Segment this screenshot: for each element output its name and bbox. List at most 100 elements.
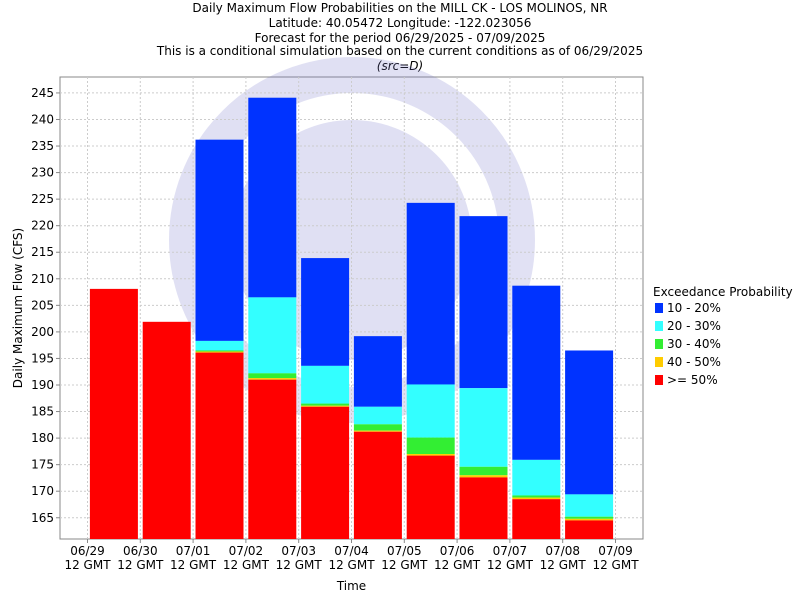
bar-segment [406,454,455,456]
bar-segment [353,406,402,425]
bar-segment [353,430,402,432]
bars [89,97,614,539]
x-tick-date: 06/30 [123,544,158,558]
y-axis: 165 170 175 180 185 190 195 200 205 210 215 220 225 2… [31,86,60,525]
legend-title: Exceedance Probability [653,285,793,299]
bar-segment [248,378,297,380]
y-tick-label: 185 [31,405,54,419]
bar-segment [89,288,138,539]
bar-segment [353,336,402,407]
x-tick-date: 07/06 [440,544,475,558]
y-tick-label: 230 [31,166,54,180]
y-tick-label: 190 [31,378,54,392]
bar-segment [353,424,402,431]
bar-segment [301,403,350,406]
x-tick-date: 07/08 [545,544,580,558]
x-tick-time: 12 GMT [170,558,217,572]
legend-swatch [655,339,663,349]
y-tick-label: 175 [31,458,54,472]
bar-segment [459,388,508,467]
title-line-4: This is a conditional simulation based o… [156,44,643,58]
bar-segment [301,405,350,407]
bar-segment [459,475,508,478]
bar-segment [459,216,508,389]
legend-item-label: 40 - 50% [667,355,721,369]
bar-segment [406,455,455,539]
bar-segment [301,365,350,404]
bar-segment [512,495,561,498]
title-line-1: Daily Maximum Flow Probabilities on the … [192,1,607,15]
legend-item-label: 20 - 30% [667,319,721,333]
x-tick-time: 12 GMT [64,558,111,572]
x-tick-time: 12 GMT [117,558,164,572]
x-tick-date: 07/09 [598,544,633,558]
bar-segment [565,518,614,521]
bar-segment [142,321,191,539]
legend-swatch [655,321,663,331]
x-tick-time: 12 GMT [540,558,587,572]
bar-segment [459,477,508,539]
bar-segment [565,520,614,539]
x-tick-date: 07/02 [229,544,264,558]
bar-segment [512,499,561,539]
bar-segment [301,258,350,366]
y-tick-label: 180 [31,431,54,445]
y-tick-label: 170 [31,484,54,498]
y-tick-label: 220 [31,219,54,233]
legend-item-label: 10 - 20% [667,301,721,315]
bar-segment [512,459,561,496]
bar-segment [195,350,244,352]
bar-segment [406,202,455,385]
y-tick-label: 215 [31,245,54,259]
legend-swatch [655,375,663,385]
bar-segment [406,437,455,455]
bar-segment [248,297,297,374]
x-tick-time: 12 GMT [434,558,481,572]
bar-segment [301,406,350,539]
bar-segment [459,466,508,476]
title-line-3: Forecast for the period 06/29/2025 - 07/… [255,31,546,45]
y-tick-label: 240 [31,112,54,126]
x-tick-time: 12 GMT [487,558,534,572]
bar-segment [195,340,244,351]
x-tick-date: 07/07 [493,544,528,558]
x-tick-date: 06/29 [70,544,105,558]
y-tick-label: 200 [31,325,54,339]
x-tick-time: 12 GMT [223,558,270,572]
legend-swatch [655,303,663,313]
legend: Exceedance Probability 10 - 20% 20 - 30% 3… [653,285,793,387]
legend-swatch [655,357,663,367]
y-tick-label: 210 [31,272,54,286]
legend-item-label: 30 - 40% [667,337,721,351]
bar-segment [248,373,297,379]
bar-segment [248,379,297,539]
bar-segment [195,351,244,353]
bar-segment [406,384,455,438]
x-tick-date: 07/04 [334,544,369,558]
y-tick-label: 205 [31,298,54,312]
x-axis-label: Time [336,579,366,593]
bar-segment [565,516,614,519]
bar-segment [248,97,297,298]
y-tick-label: 165 [31,511,54,525]
y-tick-label: 235 [31,139,54,153]
x-tick-date: 07/03 [281,544,316,558]
bar-segment [565,350,614,495]
x-tick-date: 07/01 [176,544,211,558]
bar-segment [512,285,561,460]
y-tick-label: 225 [31,192,54,206]
y-tick-label: 195 [31,351,54,365]
bar-segment [353,431,402,539]
y-axis-label: Daily Maximum Flow (CFS) [11,228,25,388]
x-tick-time: 12 GMT [328,558,375,572]
x-tick-time: 12 GMT [592,558,639,572]
legend-item-label: >= 50% [667,373,718,387]
x-tick-time: 12 GMT [276,558,323,572]
bar-segment [512,497,561,500]
bar-segment [195,139,244,341]
title-line-2: Latitude: 40.05472 Longitude: -122.02305… [269,16,532,30]
x-tick-time: 12 GMT [381,558,428,572]
title-line-5: (src=D) [377,59,423,73]
